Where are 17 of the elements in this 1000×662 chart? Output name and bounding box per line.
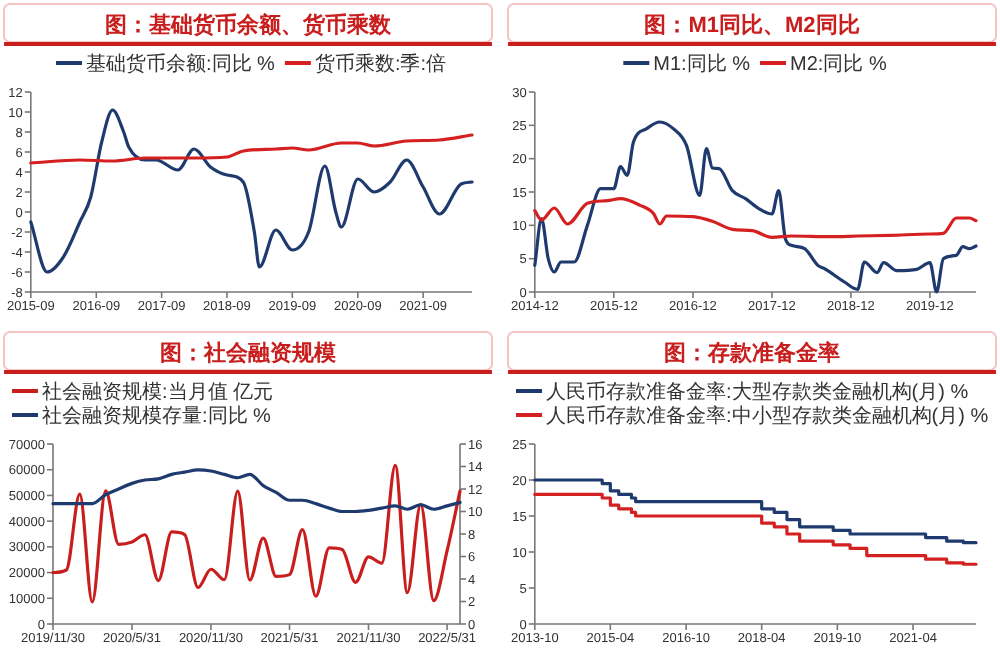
legend-label: 人民币存款准备金率:中小型存款类金融机构(月) % — [546, 404, 989, 428]
chart-title: 图：M1同比、M2同比 — [644, 12, 860, 38]
legend-label: 人民币存款准备金率:大型存款类金融机构(月) % — [546, 380, 969, 404]
legend-label: 社会融资规模存量:同比 % — [42, 404, 272, 428]
line-series — [533, 197, 978, 239]
chart-title: 图：基础货币余额、货币乘数 — [105, 12, 393, 38]
legend-label: 基础货币余额:同比 % — [85, 52, 276, 76]
line-series — [29, 133, 474, 165]
line-series — [51, 468, 462, 514]
legend-label: M1:同比 % — [653, 52, 751, 76]
legend-label: M2:同比 % — [790, 52, 887, 76]
line-series — [29, 108, 474, 274]
line-series — [51, 463, 462, 604]
chart-title: 图：社会融资规模 — [160, 340, 338, 366]
chart-title: 图：存款准备金率 — [664, 340, 840, 366]
legend-label: 社会融资规模:当月值 亿元 — [42, 380, 274, 404]
legend-label: 货币乘数:季:倍 — [314, 52, 447, 76]
